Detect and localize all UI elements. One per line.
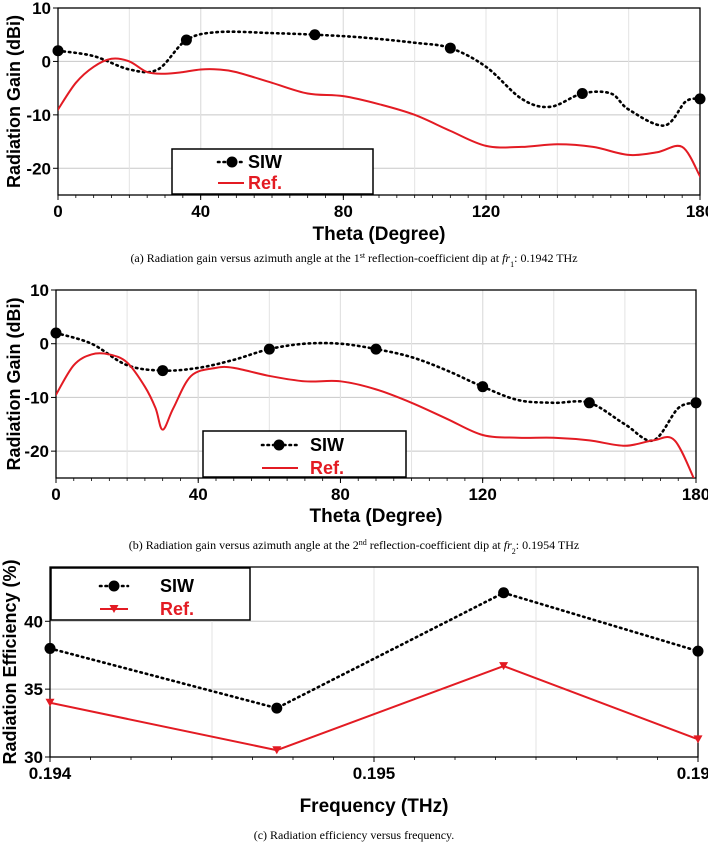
series-line: [58, 30, 700, 127]
y-tick-label: 10: [32, 0, 51, 18]
chart-panel-1: 0 40 80 120 180 10 0 -10 -20 Theta (Degree) Radiat…: [4, 0, 708, 269]
data-point-marker: [263, 343, 275, 355]
y-axis-label: Radiation Gain (dBi): [4, 297, 24, 470]
y-tick-label: 40: [24, 612, 43, 631]
x-tick-label: 120: [472, 202, 500, 221]
caption-text: (c) Radiation efficiency versus frequenc…: [254, 828, 455, 842]
y-tick-label: 35: [24, 680, 43, 699]
y-tick-label: -20: [24, 442, 49, 461]
y-tick-label: -10: [26, 106, 51, 125]
x-axis-label: Theta (Degree): [312, 224, 445, 245]
data-point-marker: [498, 587, 510, 599]
legend-siw-label: SIW: [160, 576, 194, 596]
data-point-marker: [180, 34, 192, 46]
caption-sup: nd: [359, 538, 367, 547]
caption-suffix: : 0.1942 THz: [514, 251, 577, 265]
x-tick-label: 40: [191, 202, 210, 221]
data-point-marker: [583, 397, 595, 409]
series-ref: [50, 665, 698, 752]
plot-frame: [57, 7, 701, 196]
x-tick-label: 80: [331, 485, 350, 504]
data-point-marker: [271, 702, 283, 714]
data-point-marker: [499, 662, 509, 671]
data-point-marker: [309, 29, 321, 41]
caption-sup: st: [360, 251, 366, 260]
y-axis-label: Radiation Gain (dBi): [4, 15, 24, 188]
x-axis-label: Frequency (THz): [300, 796, 449, 817]
series-line: [50, 665, 698, 752]
chart-panel-2: 0 40 80 120 180 10 0 -10 -20 Theta (Degree) Radiat…: [4, 281, 708, 556]
x-tick-label: 0.196: [677, 764, 708, 783]
legend: SIW Ref.: [202, 430, 407, 478]
series-ref: [56, 352, 695, 478]
caption-sub: 1: [510, 260, 514, 269]
data-point-marker: [50, 327, 62, 339]
legend-box: [202, 430, 407, 478]
y-axis-label: Radiation Efficiency (%): [0, 559, 20, 764]
caption-text-mid: reflection-coefficient dip at: [365, 251, 502, 265]
legend-box: [50, 567, 251, 621]
legend-siw-label: SIW: [310, 435, 344, 455]
figure-caption: (a) Radiation gain versus azimuth angle …: [130, 251, 577, 269]
series-line: [56, 352, 695, 478]
legend-siw-label: SIW: [248, 152, 282, 172]
caption-italic: fr: [502, 251, 510, 265]
series-siw: [58, 30, 700, 127]
data-point-marker: [370, 343, 382, 355]
y-tick-label: 0: [40, 335, 49, 354]
data-point-marker: [444, 42, 456, 54]
series-line: [50, 591, 698, 710]
data-point-marker: [157, 365, 169, 377]
series-ref: [58, 57, 700, 178]
x-tick-label: 40: [189, 485, 208, 504]
y-tick-label: -10: [24, 388, 49, 407]
data-point-marker: [694, 93, 706, 105]
legend-ref-label: Ref.: [160, 599, 194, 619]
data-point-marker: [477, 381, 489, 393]
x-tick-label: 0.195: [353, 764, 396, 783]
data-point-marker: [692, 645, 704, 657]
grid: [57, 7, 701, 195]
data-point-marker: [45, 698, 55, 707]
caption-text-mid: reflection-coefficient dip at: [367, 538, 504, 552]
data-point-marker: [44, 642, 56, 654]
legend-siw-marker: [108, 580, 120, 592]
caption-sub: 2: [512, 547, 516, 556]
legend-ref-marker: [109, 605, 119, 613]
x-tick-label: 0: [53, 202, 62, 221]
x-tick-label: 180: [686, 202, 708, 221]
legend-box: [171, 148, 374, 195]
legend-siw-marker: [226, 156, 238, 168]
data-point-marker: [693, 735, 703, 744]
caption-italic: fr: [504, 538, 512, 552]
chart-panel-3: 0.194 0.195 0.196 30 35 40 Frequency (THz) Radi…: [0, 559, 708, 842]
data-point-marker: [576, 87, 588, 99]
figure-caption: (b) Radiation gain versus azimuth angle …: [129, 538, 579, 556]
y-tick-label: 10: [30, 281, 49, 300]
x-tick-label: 180: [682, 485, 708, 504]
caption-text: (a) Radiation gain versus azimuth angle …: [130, 251, 359, 265]
x-axis-label: Theta (Degree): [309, 506, 442, 527]
legend: SIW Ref.: [50, 567, 251, 621]
legend-siw-marker: [273, 439, 285, 451]
x-tick-label: 120: [468, 485, 496, 504]
y-tick-label: 30: [24, 748, 43, 767]
legend-ref-label: Ref.: [310, 458, 344, 478]
x-tick-label: 0.194: [29, 764, 72, 783]
series-line: [58, 57, 700, 178]
figure-caption: (c) Radiation efficiency versus frequenc…: [254, 828, 455, 842]
caption-text: (b) Radiation gain versus azimuth angle …: [129, 538, 359, 552]
caption-suffix: : 0.1954 THz: [516, 538, 579, 552]
y-tick-label: 0: [42, 52, 51, 71]
x-tick-label: 80: [334, 202, 353, 221]
y-tick-label: -20: [26, 159, 51, 178]
data-point-marker: [690, 397, 702, 409]
data-point-marker: [272, 746, 282, 755]
data-point-marker: [52, 45, 64, 57]
series-siw: [50, 591, 698, 710]
x-tick-label: 0: [51, 485, 60, 504]
legend-ref-label: Ref.: [248, 173, 282, 193]
